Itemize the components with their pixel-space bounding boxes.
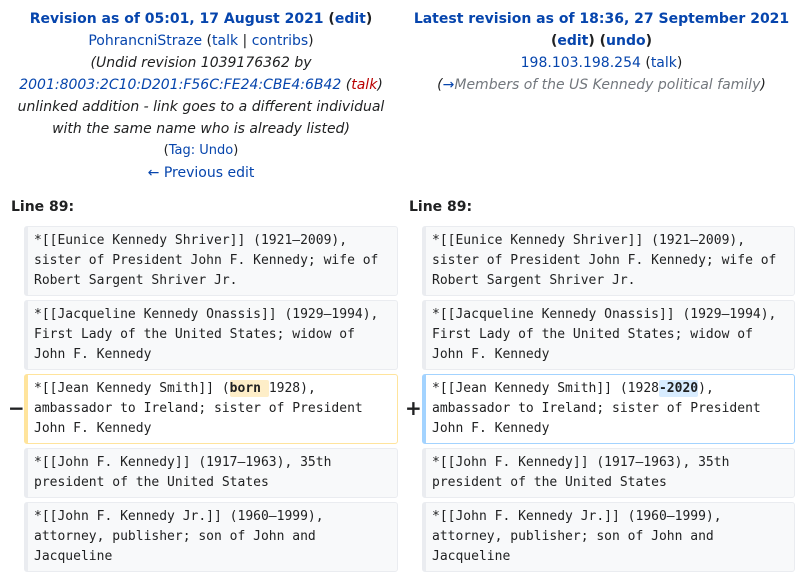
tag-label-link[interactable]: Tag:	[168, 143, 196, 158]
old-revision-edit-link[interactable]: edit	[334, 11, 366, 27]
old-revision-ip-talk-link[interactable]: talk	[351, 77, 378, 93]
context-line-left-5: *[[John F. Kennedy Jr.]] (1960–1999), at…	[24, 502, 398, 572]
added-line: *[[Jean Kennedy Smith]] (1928-2020), amb…	[422, 374, 795, 444]
new-revision-header: Latest revision as of 18:36, 27 Septembe…	[408, 8, 795, 96]
old-revision-edit-summary: (Undid revision 1039176362 by 2001:8003:…	[17, 55, 385, 137]
new-revision-undo-link[interactable]: undo	[606, 33, 646, 49]
old-revision-user-link[interactable]: PohrancniStraze	[88, 33, 203, 49]
old-revision-user-contribs-link[interactable]: contribs	[251, 33, 309, 49]
added-line-after: ), ambassador to Ireland; sister of Pres…	[432, 381, 769, 436]
old-revision-header: Revision as of 05:01, 17 August 2021 (ed…	[10, 8, 392, 184]
new-revision-ip-link[interactable]: 198.103.198.254	[520, 55, 641, 71]
tag-undo-link[interactable]: Undo	[199, 143, 234, 158]
line-number-right: Line 89:	[409, 199, 473, 215]
deletion-marker: −	[8, 396, 25, 420]
context-line-right-1: *[[Eunice Kennedy Shriver]] (1921–2009),…	[422, 226, 795, 296]
context-line-right-5: *[[John F. Kennedy Jr.]] (1960–1999), at…	[422, 502, 795, 572]
previous-edit-link[interactable]: ← Previous edit	[147, 165, 255, 181]
section-name: Members of the US Kennedy political fami…	[454, 77, 761, 93]
old-revision-ip-link[interactable]: 2001:8003:2C10:D201:F56C:FE24:CBE4:6B42	[19, 77, 342, 93]
context-line-left-1: *[[Eunice Kennedy Shriver]] (1921–2009),…	[24, 226, 398, 296]
old-revision-user-line: PohrancniStraze (talk | contribs)	[88, 33, 314, 49]
old-revision-link[interactable]: Revision as of 05:01, 17 August 2021	[29, 11, 324, 27]
context-line-right-2: *[[Jacqueline Kennedy Onassis]] (1929–19…	[422, 300, 795, 370]
context-line-right-4: *[[John F. Kennedy]] (1917–1963), 35th p…	[422, 448, 795, 498]
new-revision-actions: (edit) (undo)	[550, 33, 653, 49]
old-revision-summary-rest: unlinked addition - link goes to a diffe…	[17, 99, 385, 137]
old-revision-user-talk-link[interactable]: talk	[212, 33, 239, 49]
old-revision-tags: (Tag: Undo)	[163, 143, 239, 158]
deleted-line: *[[Jean Kennedy Smith]] (born 1928), amb…	[24, 374, 398, 444]
deleted-line-before: *[[Jean Kennedy Smith]] (	[34, 381, 230, 396]
new-revision-edit-link[interactable]: edit	[557, 33, 589, 49]
new-revision-edit-summary: (→Members of the US Kennedy political fa…	[437, 77, 766, 93]
new-revision-user-line: 198.103.198.254 (talk)	[520, 55, 683, 71]
added-line-before: *[[Jean Kennedy Smith]] (1928	[432, 381, 659, 396]
new-revision-link[interactable]: Latest revision as of 18:36, 27 Septembe…	[413, 11, 790, 27]
line-number-left: Line 89:	[11, 199, 75, 215]
section-arrow-link[interactable]: →	[442, 77, 455, 93]
context-line-left-2: *[[Jacqueline Kennedy Onassis]] (1929–19…	[24, 300, 398, 370]
new-revision-ip-talk-link[interactable]: talk	[650, 55, 677, 71]
addition-marker: +	[405, 396, 422, 420]
context-line-left-4: *[[John F. Kennedy]] (1917–1963), 35th p…	[24, 448, 398, 498]
old-revision-summary-prefix: Undid revision 1039176362 by	[95, 55, 312, 71]
deleted-text-highlight: born	[229, 380, 269, 397]
deleted-line-after: 1928), ambassador to Ireland; sister of …	[34, 381, 371, 436]
old-revision-title-line: Revision as of 05:01, 17 August 2021 (ed…	[29, 11, 373, 27]
previous-edit-line: ← Previous edit	[10, 162, 392, 184]
new-revision-title-line: Latest revision as of 18:36, 27 Septembe…	[408, 8, 795, 30]
added-text-highlight: -2020	[658, 380, 699, 397]
